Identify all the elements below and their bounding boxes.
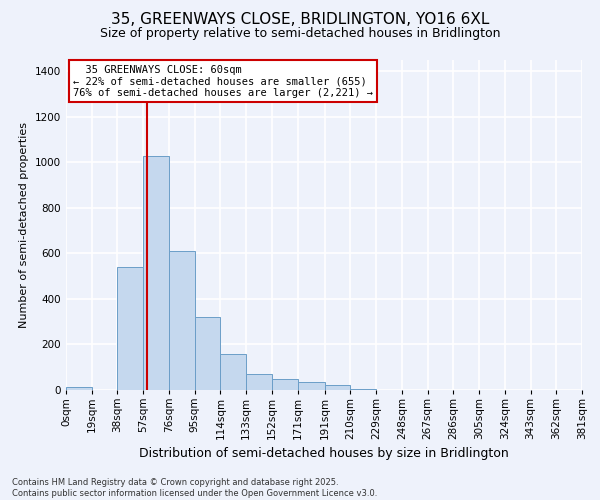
Y-axis label: Number of semi-detached properties: Number of semi-detached properties <box>19 122 29 328</box>
Bar <box>66 386 92 390</box>
Bar <box>169 251 194 390</box>
X-axis label: Distribution of semi-detached houses by size in Bridlington: Distribution of semi-detached houses by … <box>139 448 509 460</box>
Text: Size of property relative to semi-detached houses in Bridlington: Size of property relative to semi-detach… <box>100 28 500 40</box>
Bar <box>325 386 350 390</box>
Bar <box>220 354 246 390</box>
Bar <box>272 378 298 390</box>
Text: 35, GREENWAYS CLOSE, BRIDLINGTON, YO16 6XL: 35, GREENWAYS CLOSE, BRIDLINGTON, YO16 6… <box>111 12 489 28</box>
Bar <box>246 374 272 390</box>
Bar <box>350 389 376 390</box>
Bar <box>194 317 220 390</box>
Bar <box>143 156 169 390</box>
Text: 35 GREENWAYS CLOSE: 60sqm
← 22% of semi-detached houses are smaller (655)
76% of: 35 GREENWAYS CLOSE: 60sqm ← 22% of semi-… <box>73 64 373 98</box>
Text: Contains HM Land Registry data © Crown copyright and database right 2025.
Contai: Contains HM Land Registry data © Crown c… <box>12 478 377 498</box>
Bar <box>118 267 143 390</box>
Bar <box>298 382 325 390</box>
